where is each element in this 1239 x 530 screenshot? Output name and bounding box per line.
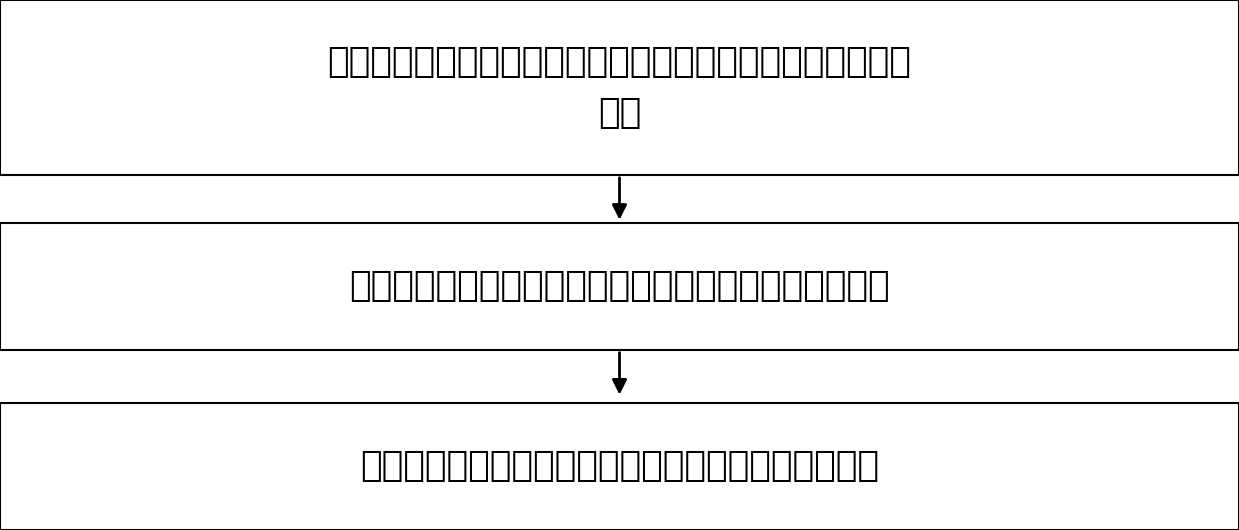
Bar (0, 403, 1239, 530)
Text: 将初浸润晶圆浸入并浸泡在去离子水中，得到再浸润晶圆: 将初浸润晶圆浸入并浸泡在去离子水中，得到再浸润晶圆 (349, 269, 890, 303)
Text: 将种子铜层的硅通孔晶圆浸入并浸泡在浸润液中，得到初浸润
晶圆: 将种子铜层的硅通孔晶圆浸入并浸泡在浸润液中，得到初浸润 晶圆 (327, 46, 912, 129)
Bar (0, 223, 1239, 350)
Bar (0, 0, 1239, 175)
Text: 将再浸润晶圆浸入并浸泡在电镀液中实现硅通孔的浸润: 将再浸润晶圆浸入并浸泡在电镀液中实现硅通孔的浸润 (361, 449, 878, 483)
